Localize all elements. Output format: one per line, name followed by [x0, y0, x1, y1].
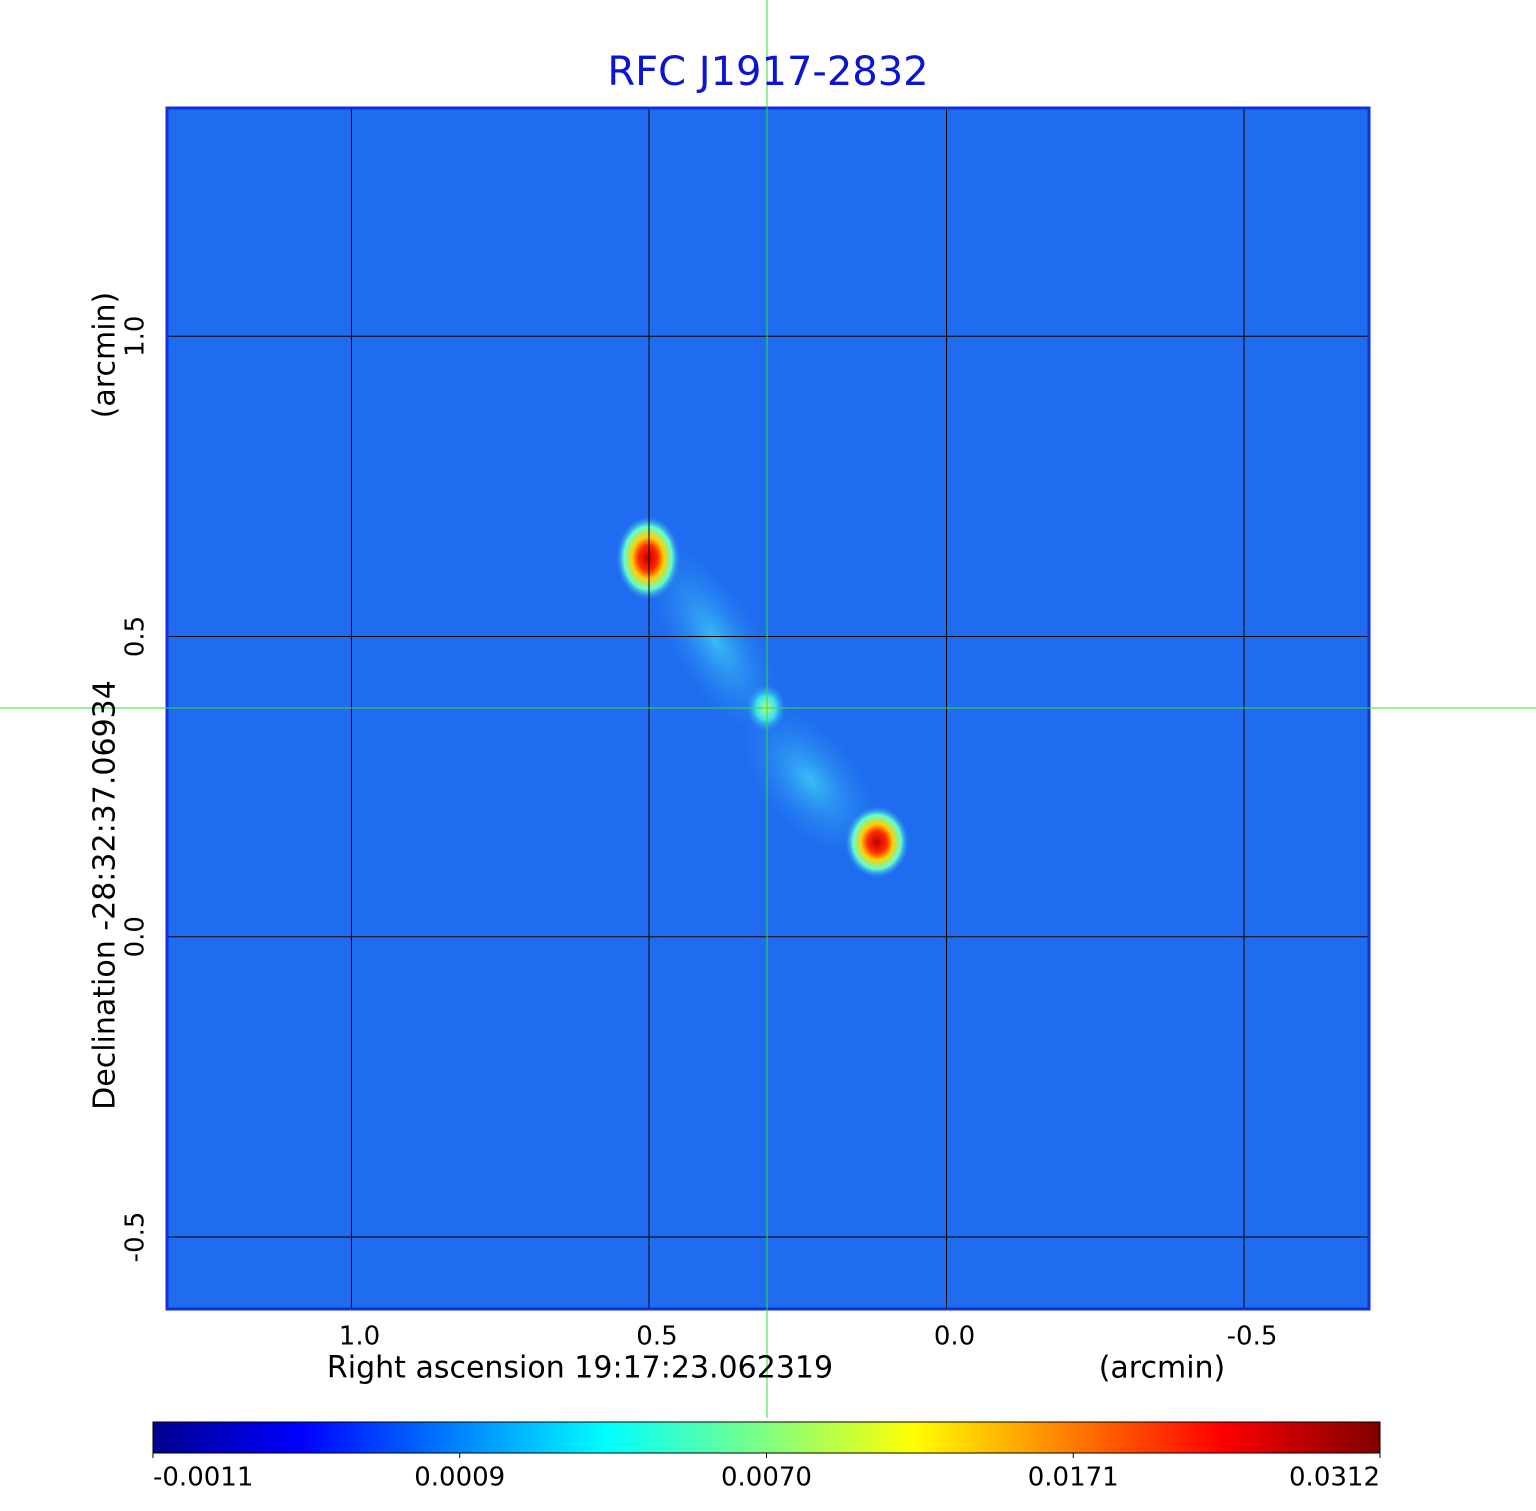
- x-tick-label: -0.5: [1227, 1322, 1278, 1352]
- x-tick-label: 0.5: [636, 1322, 677, 1352]
- colorbar-tick-label: 0.0312: [1289, 1463, 1380, 1493]
- source: [845, 806, 909, 878]
- x-tick-label: 0.0: [934, 1322, 975, 1352]
- colorbar: [152, 1421, 1381, 1454]
- x-axis-unit: (arcmin): [1099, 1351, 1226, 1386]
- y-tick-label: 1.0: [121, 316, 151, 357]
- source: [616, 516, 680, 600]
- colorbar-tick-label: 0.0171: [1028, 1463, 1119, 1493]
- y-tick-label: -0.5: [121, 1212, 151, 1263]
- colorbar-tick-label: 0.0070: [721, 1463, 812, 1493]
- y-tick-label: 0.5: [121, 616, 151, 657]
- y-tick-label: 0.0: [121, 916, 151, 957]
- chart-title: RFC J1917-2832: [607, 49, 928, 95]
- y-axis-unit: (arcmin): [88, 292, 123, 419]
- x-axis-label: Right ascension 19:17:23.062319: [327, 1351, 833, 1386]
- x-tick-label: 1.0: [339, 1322, 380, 1352]
- emission: [647, 542, 783, 738]
- colorbar-tick-label: 0.0009: [414, 1463, 505, 1493]
- emission: [740, 703, 880, 857]
- colorbar-tick-label: -0.0011: [153, 1463, 253, 1493]
- y-axis-label: Declination -28:32:37.06934: [88, 680, 123, 1110]
